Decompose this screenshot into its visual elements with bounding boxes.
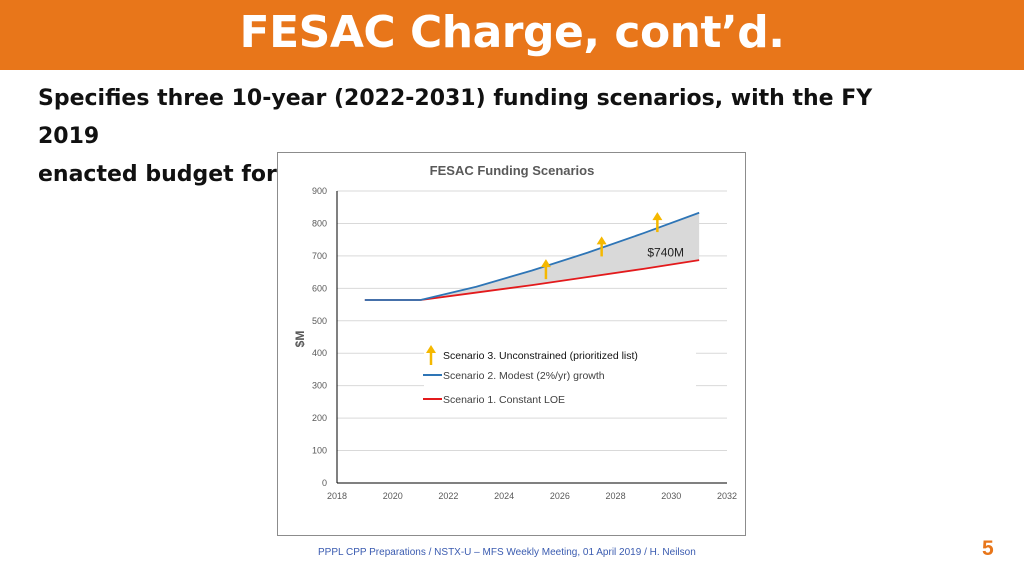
arrow-head: [426, 345, 436, 353]
funding-chart: FESAC Funding Scenarios 0 100 200 300 400 500…: [293, 163, 737, 501]
fill-layer: [364, 212, 700, 301]
x-tick-label: 2024: [494, 491, 514, 501]
legend-box: [424, 341, 696, 411]
chart-title: FESAC Funding Scenarios: [430, 163, 595, 178]
y-tick-label: 900: [312, 186, 327, 196]
y-tick-label: 100: [312, 446, 327, 456]
y-tick-label: 300: [312, 381, 327, 391]
legend-label-scenario1: Scenario 1. Constant LOE: [443, 394, 565, 406]
page-number: 5: [982, 537, 994, 560]
annotation-layer: $740M: [647, 246, 684, 260]
axis-layer: 0 100 200 300 400 500 600 700 800 900 2018 2020 2022…: [312, 186, 737, 501]
x-tick-label: 2030: [661, 491, 681, 501]
y-tick-label: 600: [312, 283, 327, 293]
x-tick-label: 2026: [550, 491, 570, 501]
y-tick-label: 500: [312, 316, 327, 326]
title-bar: [0, 0, 1024, 70]
arrow-head: [596, 236, 607, 245]
footer-text: PPPL CPP Preparations / NSTX-U – MFS Wee…: [318, 547, 696, 558]
scenario3-arrow: [540, 259, 551, 280]
y-tick-label: 400: [312, 348, 327, 358]
x-tick-label: 2018: [327, 491, 347, 501]
subtitle-line-1: Specifies three 10-year (2022-2031) fund…: [38, 86, 873, 149]
gap-area: [364, 212, 700, 301]
scenario3-arrow: [652, 212, 663, 233]
legend-label-scenario3: Scenario 3. Unconstrained (prioritized l…: [443, 350, 638, 362]
chart-frame: FESAC Funding Scenarios 0 100 200 300 400 500…: [277, 152, 746, 536]
series-layer: [364, 211, 700, 301]
x-tick-label: 2032: [717, 491, 737, 501]
page-title: FESAC Charge, cont’d.: [239, 7, 785, 58]
legend-arrow-icon: [426, 345, 436, 365]
arrow-head: [540, 259, 551, 268]
arrow-head: [652, 212, 663, 221]
x-tick-label: 2022: [438, 491, 458, 501]
x-tick-label: 2020: [383, 491, 403, 501]
scenario3-arrow: [596, 236, 607, 257]
x-tick-label: 2028: [606, 491, 626, 501]
legend-label-scenario2: Scenario 2. Modest (2%/yr) growth: [443, 370, 605, 382]
y-tick-label: 0: [322, 478, 327, 488]
y-axis-label: $M: [293, 331, 307, 348]
y-tick-label: 700: [312, 251, 327, 261]
y-tick-label: 200: [312, 413, 327, 423]
annotation-label: $740M: [647, 246, 684, 260]
legend-layer: Scenario 3. Unconstrained (prioritized l…: [423, 341, 696, 411]
y-tick-label: 800: [312, 218, 327, 228]
